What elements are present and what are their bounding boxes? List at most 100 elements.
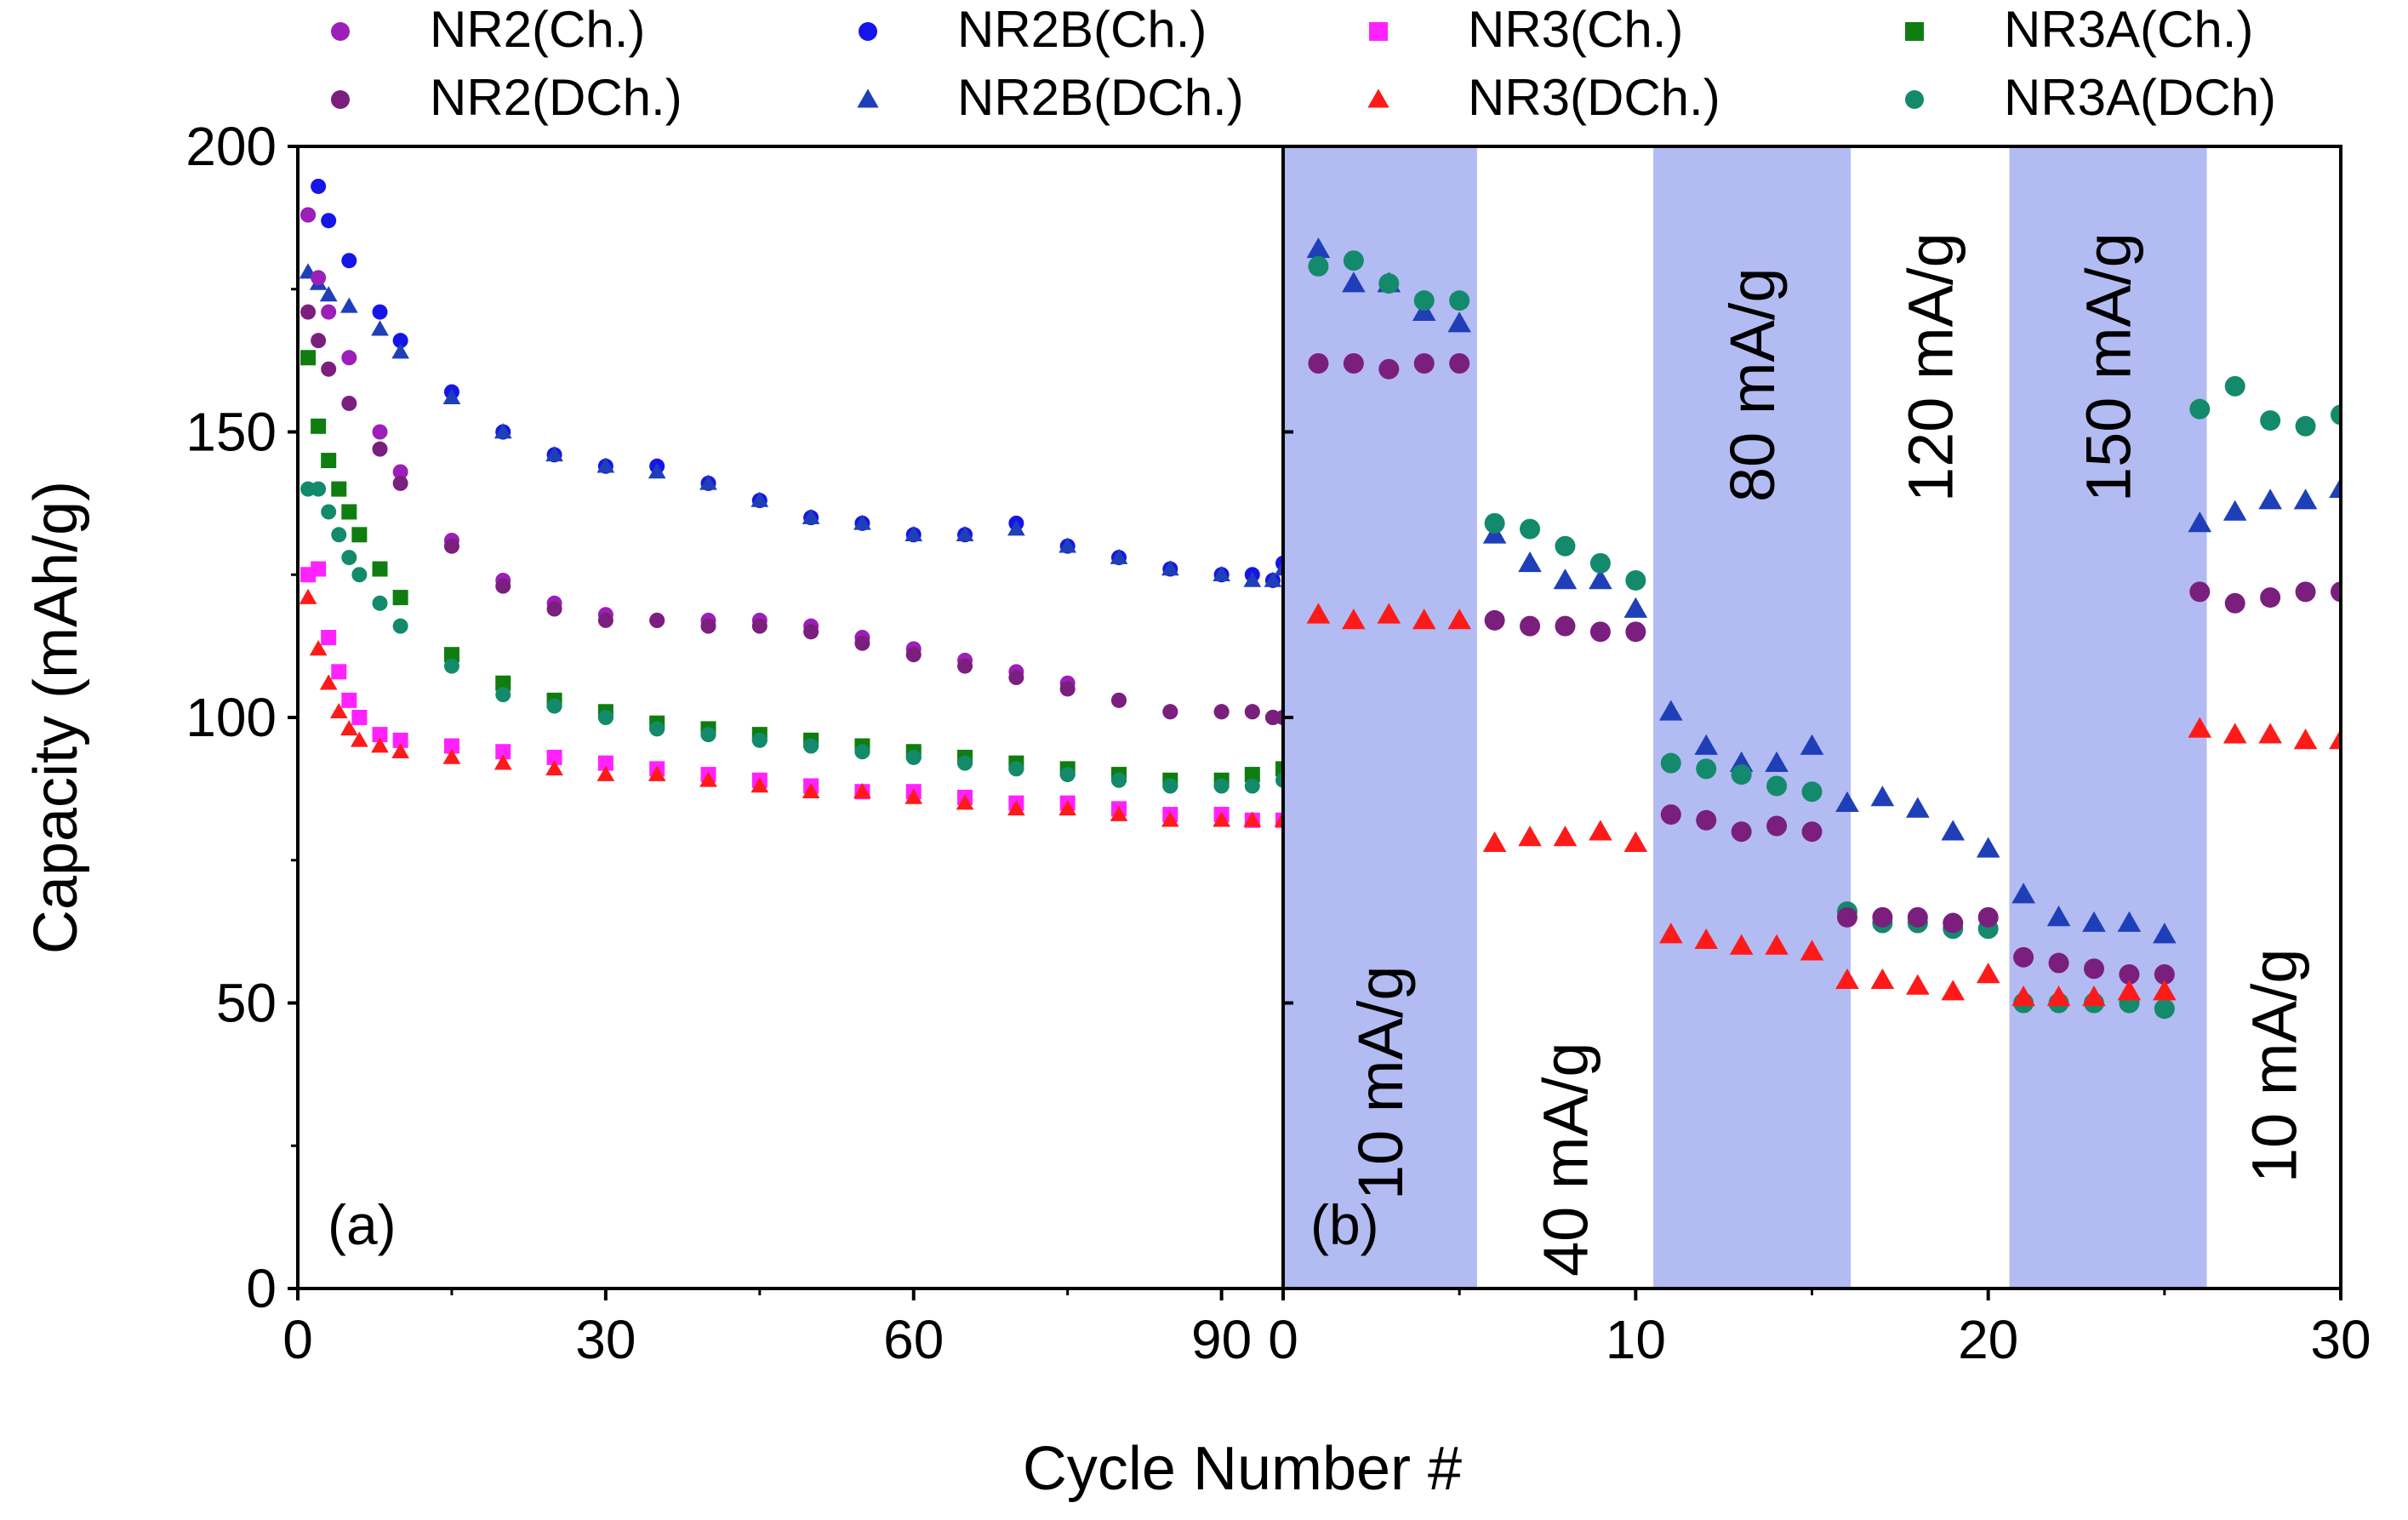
data-point xyxy=(341,350,357,366)
data-point xyxy=(1906,797,1930,818)
data-point xyxy=(1378,273,1400,294)
data-point xyxy=(699,771,717,787)
data-point xyxy=(1449,352,1470,374)
data-point xyxy=(341,504,357,520)
data-point xyxy=(2293,729,2318,750)
data-point xyxy=(443,538,459,554)
data-point xyxy=(319,674,338,690)
data-point xyxy=(2082,985,2106,1007)
data-point xyxy=(1658,700,1683,721)
data-point xyxy=(309,640,328,656)
data-point xyxy=(1161,811,1179,827)
data-point xyxy=(597,755,613,771)
data-point xyxy=(1213,811,1230,827)
x-tick-label: 30 xyxy=(575,1309,636,1370)
data-point xyxy=(1731,764,1752,786)
data-point xyxy=(1342,609,1366,630)
data-point xyxy=(1589,621,1611,643)
data-point xyxy=(442,388,461,405)
data-point xyxy=(1058,800,1077,816)
data-point xyxy=(1836,906,1857,928)
data-point xyxy=(750,777,769,793)
legend-marker xyxy=(859,22,877,41)
panel-b-marks xyxy=(1306,237,2341,1020)
data-point xyxy=(957,755,973,771)
data-point xyxy=(648,765,666,781)
data-point xyxy=(1872,906,1893,928)
rate-band xyxy=(2009,146,2207,1289)
data-point xyxy=(1696,809,1717,831)
data-point xyxy=(1110,805,1128,821)
data-point xyxy=(1589,552,1611,574)
data-point xyxy=(311,178,327,194)
data-point xyxy=(1976,837,2000,858)
data-point xyxy=(751,618,767,634)
data-point xyxy=(2224,375,2245,397)
data-point xyxy=(2046,906,2071,927)
data-point xyxy=(649,612,665,628)
data-point xyxy=(699,474,717,490)
data-point xyxy=(1482,831,1507,852)
data-point xyxy=(1696,758,1717,780)
data-point xyxy=(1058,537,1077,553)
data-point xyxy=(321,630,337,646)
data-point xyxy=(495,675,511,691)
legend-marker xyxy=(1905,22,1924,41)
data-point xyxy=(311,561,327,577)
data-point xyxy=(321,213,337,229)
data-point xyxy=(1244,704,1260,720)
data-point xyxy=(351,710,368,725)
data-point xyxy=(1658,923,1683,944)
data-point xyxy=(1589,569,1612,590)
data-point xyxy=(331,481,347,497)
data-point xyxy=(1008,670,1024,686)
data-point xyxy=(1766,775,1788,797)
data-point xyxy=(1765,934,1789,955)
data-point xyxy=(1941,820,1966,841)
data-point xyxy=(331,527,347,543)
data-point xyxy=(1306,237,1331,259)
data-point xyxy=(2331,581,2341,603)
x-tick-label: 60 xyxy=(883,1309,944,1370)
data-point xyxy=(1625,621,1646,643)
data-point xyxy=(2154,963,2175,985)
data-point xyxy=(2258,723,2282,744)
data-point xyxy=(2224,592,2245,614)
data-point xyxy=(299,588,317,604)
data-point xyxy=(351,567,368,583)
data-point xyxy=(2117,911,2142,932)
data-point xyxy=(596,765,615,781)
data-point xyxy=(905,749,922,765)
data-point xyxy=(1213,565,1230,582)
data-point xyxy=(494,754,512,770)
data-point xyxy=(341,395,357,411)
data-point xyxy=(1801,781,1823,803)
data-point xyxy=(1308,255,1329,277)
data-point xyxy=(1162,704,1178,720)
data-point xyxy=(311,418,327,434)
data-point xyxy=(700,618,716,634)
data-point xyxy=(2295,581,2316,603)
data-point xyxy=(904,788,923,804)
data-point xyxy=(802,782,820,798)
data-point xyxy=(1870,968,1895,990)
data-point xyxy=(853,782,871,798)
legend-marker xyxy=(1369,22,1388,41)
data-point xyxy=(1694,928,1718,950)
data-point xyxy=(1623,831,1648,852)
data-point xyxy=(1589,820,1612,841)
data-point xyxy=(300,304,317,320)
data-point xyxy=(1694,734,1718,755)
rate-label: 150 mA/g xyxy=(2074,232,2144,502)
data-point xyxy=(1907,906,1928,928)
data-point xyxy=(546,749,562,765)
data-point xyxy=(392,618,408,634)
data-point xyxy=(1447,311,1471,333)
rate-label: 40 mA/g xyxy=(1530,1042,1601,1277)
legend-marker xyxy=(1905,90,1924,109)
data-point xyxy=(1413,290,1435,311)
data-point xyxy=(2260,587,2281,609)
legend-label: NR2(DCh.) xyxy=(430,69,682,126)
data-point xyxy=(2293,489,2318,510)
data-point xyxy=(1377,603,1401,624)
